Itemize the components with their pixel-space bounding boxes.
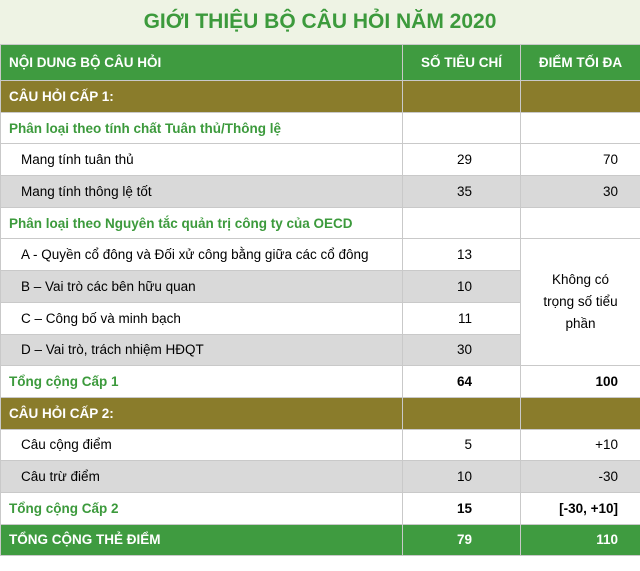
header-cell: ĐIỂM TỐI ĐA — [520, 44, 640, 81]
cell: CÂU HỎI CẤP 2: — [0, 396, 403, 430]
cell: Tổng cộng Cấp 2 — [0, 491, 403, 525]
cell: D – Vai trò, trách nhiệm HĐQT — [0, 333, 403, 367]
cell: -30 — [520, 460, 640, 493]
cell: 11 — [402, 301, 521, 335]
row: C – Công bố và minh bạch 11 — [0, 301, 640, 335]
cell — [402, 111, 521, 145]
row: B – Vai trò các bên hữu quan 10 — [0, 270, 640, 303]
cell: B – Vai trò các bên hữu quan — [0, 270, 403, 303]
group-row: Phân loại theo tính chất Tuân thủ/Thông … — [0, 111, 640, 145]
cell — [520, 111, 640, 145]
grand-total-row: TỔNG CỘNG THẺ ĐIỂM 79 110 — [0, 523, 640, 557]
cell: A - Quyền cổ đông và Đối xử công bằng gi… — [0, 238, 403, 272]
row: A - Quyền cổ đông và Đối xử công bằng gi… — [0, 238, 640, 367]
cell: TỔNG CỘNG THẺ ĐIỂM — [0, 523, 403, 557]
cell: 13 — [402, 238, 521, 272]
cell: 35 — [402, 175, 521, 208]
cell: 30 — [520, 175, 640, 208]
merged-note: Không có trọng số tiểu phần — [520, 238, 640, 367]
section-row: CÂU HỎI CẤP 2: — [0, 396, 640, 430]
cell — [520, 206, 640, 240]
cell: 15 — [402, 491, 521, 525]
cell — [520, 80, 640, 113]
cell: Phân loại theo Nguyên tắc quản trị công … — [0, 206, 403, 240]
total-row: Tổng cộng Cấp 1 64 100 — [0, 365, 640, 398]
header-row: NỘI DUNG BỘ CÂU HỎI SỐ TIÊU CHÍ ĐIỂM TỐI… — [0, 44, 640, 81]
cell: Phân loại theo tính chất Tuân thủ/Thông … — [0, 111, 403, 145]
cell: Câu cộng điểm — [0, 428, 403, 462]
cell: Mang tính tuân thủ — [0, 143, 403, 177]
row: D – Vai trò, trách nhiệm HĐQT 30 — [0, 333, 640, 367]
cell — [402, 80, 521, 113]
cell: 100 — [520, 365, 640, 398]
cell: 10 — [402, 270, 521, 303]
title: GIỚI THIỆU BỘ CÂU HỎI NĂM 2020 — [0, 0, 640, 44]
row: Mang tính thông lệ tốt 35 30 — [0, 175, 640, 208]
cell: Câu trừ điểm — [0, 460, 403, 493]
cell: 5 — [402, 428, 521, 462]
row: Mang tính tuân thủ 29 70 — [0, 143, 640, 177]
cell: [-30, +10] — [520, 491, 640, 525]
cell — [402, 206, 521, 240]
total-row: Tổng cộng Cấp 2 15 [-30, +10] — [0, 491, 640, 525]
cell — [520, 396, 640, 430]
cell: 110 — [520, 523, 640, 557]
header-cell: NỘI DUNG BỘ CÂU HỎI — [0, 44, 403, 81]
cell: CÂU HỎI CẤP 1: — [0, 80, 403, 113]
cell — [402, 396, 521, 430]
cell: 10 — [402, 460, 521, 493]
section-row: CÂU HỎI CẤP 1: — [0, 80, 640, 113]
header-cell: SỐ TIÊU CHÍ — [402, 44, 521, 81]
cell: Mang tính thông lệ tốt — [0, 175, 403, 208]
cell: 70 — [520, 143, 640, 177]
cell: 79 — [402, 523, 521, 557]
cell: Tổng cộng Cấp 1 — [0, 365, 403, 398]
cell: 29 — [402, 143, 521, 177]
row: Câu cộng điểm 5 +10 — [0, 428, 640, 462]
table: NỘI DUNG BỘ CÂU HỎI SỐ TIÊU CHÍ ĐIỂM TỐI… — [0, 44, 640, 557]
cell: 64 — [402, 365, 521, 398]
row: Câu trừ điểm 10 -30 — [0, 460, 640, 493]
cell: +10 — [520, 428, 640, 462]
cell: C – Công bố và minh bạch — [0, 301, 403, 335]
group-row: Phân loại theo Nguyên tắc quản trị công … — [0, 206, 640, 240]
cell: 30 — [402, 333, 521, 367]
